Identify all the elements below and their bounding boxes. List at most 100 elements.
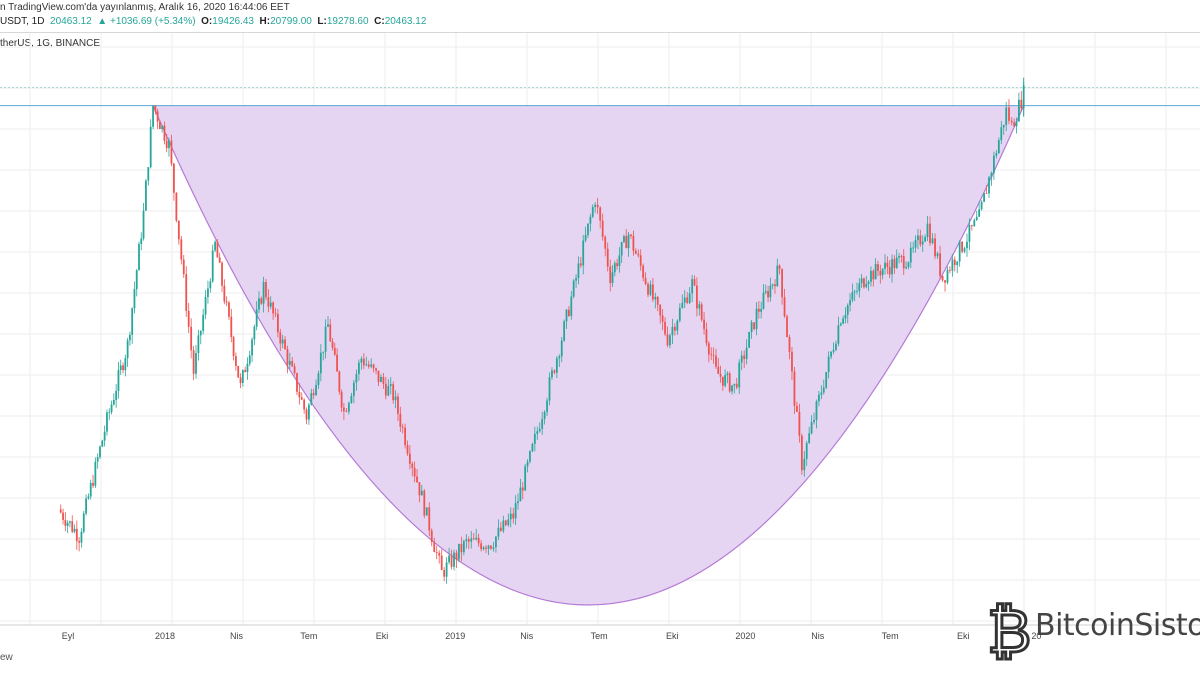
- candle-body: [246, 363, 249, 373]
- candle-body: [988, 177, 990, 194]
- candle-body: [599, 207, 602, 221]
- candle-body: [485, 547, 487, 549]
- candle-body: [277, 313, 279, 333]
- candle-body: [387, 385, 390, 396]
- candle-body: [584, 235, 587, 241]
- candle-body: [712, 354, 715, 356]
- candle-body: [1008, 107, 1010, 121]
- candle-body: [472, 538, 475, 540]
- candle-body: [458, 543, 460, 560]
- candle-body: [839, 323, 842, 326]
- candle-body: [895, 257, 898, 269]
- candle-body: [968, 225, 971, 242]
- candle-body: [239, 377, 242, 384]
- candle-body: [401, 426, 404, 428]
- candle-body: [877, 264, 879, 272]
- candle-body: [781, 268, 783, 298]
- candle-body: [202, 314, 205, 331]
- candle-body: [428, 507, 431, 531]
- x-tick-label: Nis: [230, 631, 243, 641]
- candle-body: [783, 297, 786, 317]
- candle-body: [258, 298, 260, 310]
- candle-body: [630, 234, 632, 236]
- bitcoin-logo-icon: ₿: [986, 596, 1033, 669]
- candle-body: [492, 547, 495, 549]
- candle-body: [587, 223, 589, 236]
- candle-body: [517, 501, 519, 504]
- symbol-label: therUS, 1G, BINANCE: [0, 38, 101, 49]
- candle-body: [253, 326, 256, 340]
- candle-body: [175, 192, 178, 221]
- candle-body: [218, 257, 221, 263]
- candle-body: [110, 404, 113, 413]
- candle-body: [891, 259, 893, 275]
- candle-body: [651, 284, 654, 300]
- candle-body: [122, 365, 124, 371]
- x-tick-label: 2019: [445, 631, 465, 641]
- candle-body: [853, 291, 856, 293]
- candle-body: [338, 371, 341, 392]
- candle-body: [152, 105, 154, 127]
- candle-body: [209, 281, 212, 289]
- candle-body: [975, 216, 978, 220]
- candle-body: [370, 364, 373, 367]
- candle-body: [798, 411, 801, 436]
- candle-body: [726, 373, 729, 376]
- candle-body: [642, 265, 645, 278]
- candle-body: [867, 281, 870, 284]
- candle-body: [870, 270, 872, 282]
- x-tick-label: Nis: [811, 631, 824, 641]
- candle-body: [228, 302, 230, 317]
- candle-body: [145, 180, 147, 211]
- candle-body: [66, 522, 69, 526]
- candle-body: [502, 520, 505, 531]
- candle-body: [961, 241, 963, 252]
- candle-body: [673, 326, 676, 331]
- candle-body: [793, 371, 796, 406]
- candle-body: [279, 332, 282, 344]
- candle-body: [347, 402, 350, 412]
- candle-body: [898, 256, 900, 258]
- candle-body: [606, 248, 609, 267]
- x-tick-label: Tem: [882, 631, 899, 641]
- candle-body: [546, 400, 548, 413]
- candle-body: [594, 204, 597, 207]
- candle-body: [504, 520, 507, 526]
- candle-body: [470, 538, 473, 542]
- candle-body: [886, 262, 889, 267]
- candle-body: [656, 296, 659, 305]
- candle-body: [541, 418, 544, 429]
- candle-body: [126, 340, 129, 359]
- candle-body: [448, 555, 450, 563]
- candle-body: [731, 385, 733, 392]
- candle-body: [788, 337, 791, 352]
- candle-body: [776, 265, 779, 287]
- candle-body: [420, 490, 423, 496]
- candle-body: [846, 305, 849, 315]
- candle-body: [570, 296, 573, 316]
- candle-body: [577, 263, 580, 278]
- candle-body: [750, 322, 753, 332]
- candle-body: [1018, 99, 1020, 122]
- candle-body: [232, 337, 235, 357]
- candle-body: [715, 355, 717, 367]
- candle-body: [96, 457, 99, 462]
- candle-body: [820, 392, 823, 395]
- chart-pane[interactable]: [0, 32, 1200, 633]
- candle-body: [691, 279, 694, 294]
- x-tick-label: 20: [1031, 631, 1041, 641]
- candle-body: [941, 275, 944, 281]
- candle-body: [333, 347, 336, 355]
- candle-body: [305, 409, 308, 420]
- candle-body: [538, 428, 541, 432]
- candle-body: [211, 250, 214, 282]
- candle-body: [355, 374, 358, 383]
- candle-body: [433, 542, 436, 553]
- price-chart[interactable]: Eyl 2018 Nis Tem Eki 2019 Nis Tem Eki 2020 Nis Tem E…: [0, 33, 1200, 643]
- candle-body: [907, 262, 910, 267]
- candle-body: [262, 281, 265, 304]
- candle-body: [380, 376, 382, 382]
- candle-body: [453, 552, 455, 567]
- candle-body: [808, 433, 811, 444]
- candle-body: [632, 235, 635, 251]
